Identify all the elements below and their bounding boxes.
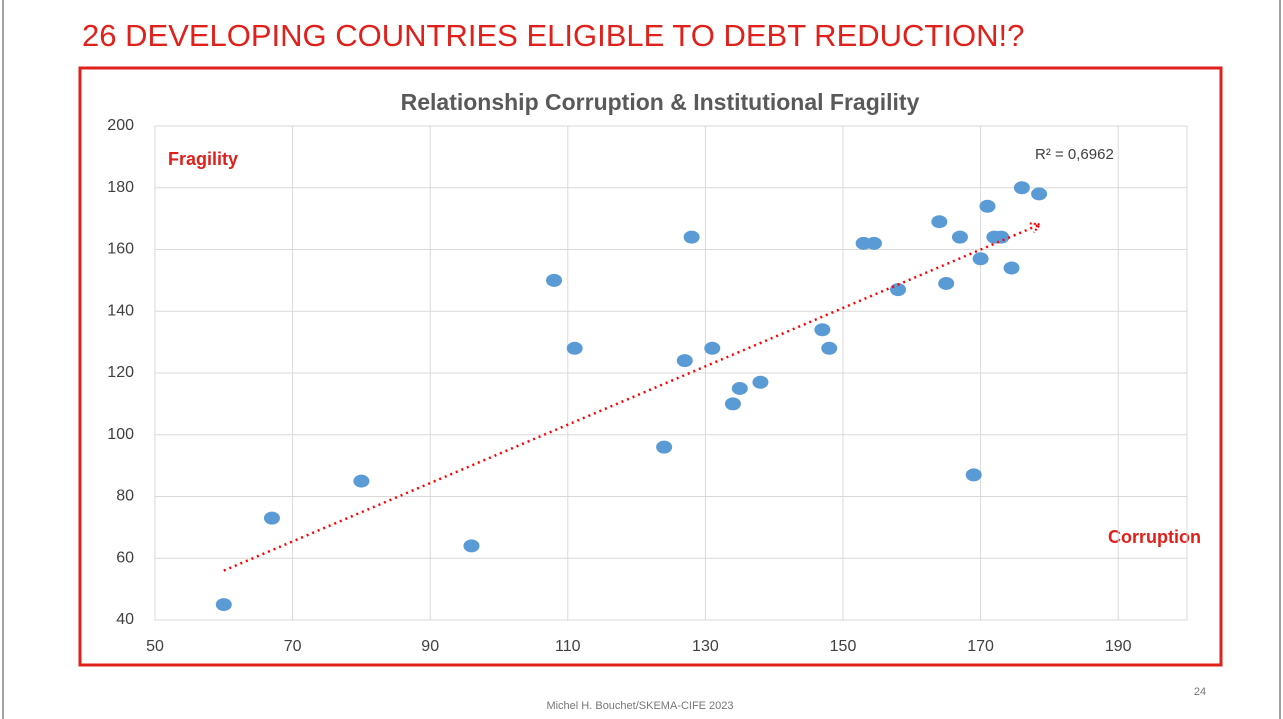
trendline (223, 225, 1039, 572)
data-point (656, 440, 673, 454)
data-point (215, 598, 232, 612)
y-tick-label: 80 (116, 488, 134, 505)
data-point (890, 283, 907, 297)
data-point (865, 236, 882, 250)
data-point (993, 230, 1010, 244)
y-tick-label: 200 (107, 117, 134, 134)
y-tick-label: 140 (107, 302, 134, 319)
data-point (979, 199, 996, 213)
data-point (676, 354, 693, 368)
data-point (931, 215, 948, 229)
y-tick-label: 40 (116, 611, 134, 628)
y-tick-label: 180 (107, 179, 134, 196)
y-tick-label: 160 (107, 241, 134, 258)
data-point (1013, 181, 1030, 195)
data-point (951, 230, 968, 244)
x-tick-label: 110 (555, 638, 581, 655)
data-point (724, 397, 741, 411)
x-tick-label: 190 (1105, 638, 1132, 655)
data-point (704, 341, 721, 355)
data-point (752, 375, 769, 389)
data-point (566, 341, 583, 355)
slide-title: 26 DEVELOPING COUNTRIES ELIGIBLE TO DEBT… (82, 18, 1024, 53)
data-point (972, 252, 989, 266)
data-point (965, 468, 982, 482)
r-squared-label: R² = 0,6962 (1035, 146, 1114, 163)
x-tick-label: 90 (421, 638, 439, 655)
data-point (546, 273, 563, 287)
y-tick-label: 60 (116, 549, 134, 566)
x-tick-label: 70 (284, 638, 302, 655)
x-tick-label: 170 (967, 638, 994, 655)
x-tick-label: 150 (830, 638, 857, 655)
y-annotation: Fragility (168, 149, 238, 169)
data-point (463, 539, 480, 553)
chart-title: Relationship Corruption & Institutional … (401, 89, 920, 115)
data-point (353, 474, 370, 488)
x-annotation: Corruption (1108, 527, 1201, 547)
data-point (683, 230, 700, 244)
y-tick-label: 100 (107, 426, 134, 443)
data-point (814, 323, 831, 337)
page-number: 24 (1194, 686, 1206, 698)
data-point (938, 276, 955, 290)
x-tick-label: 50 (146, 638, 164, 655)
footer: Michel H. Bouchet/SKEMA-CIFE 2023 (546, 700, 733, 712)
data-point (1031, 187, 1048, 201)
data-point (821, 341, 838, 355)
y-tick-label: 120 (107, 364, 134, 381)
data-point (263, 511, 280, 525)
data-point (731, 381, 748, 395)
chart-frame (78, 66, 1223, 667)
data-point (1003, 261, 1020, 275)
x-tick-label: 130 (692, 638, 719, 655)
